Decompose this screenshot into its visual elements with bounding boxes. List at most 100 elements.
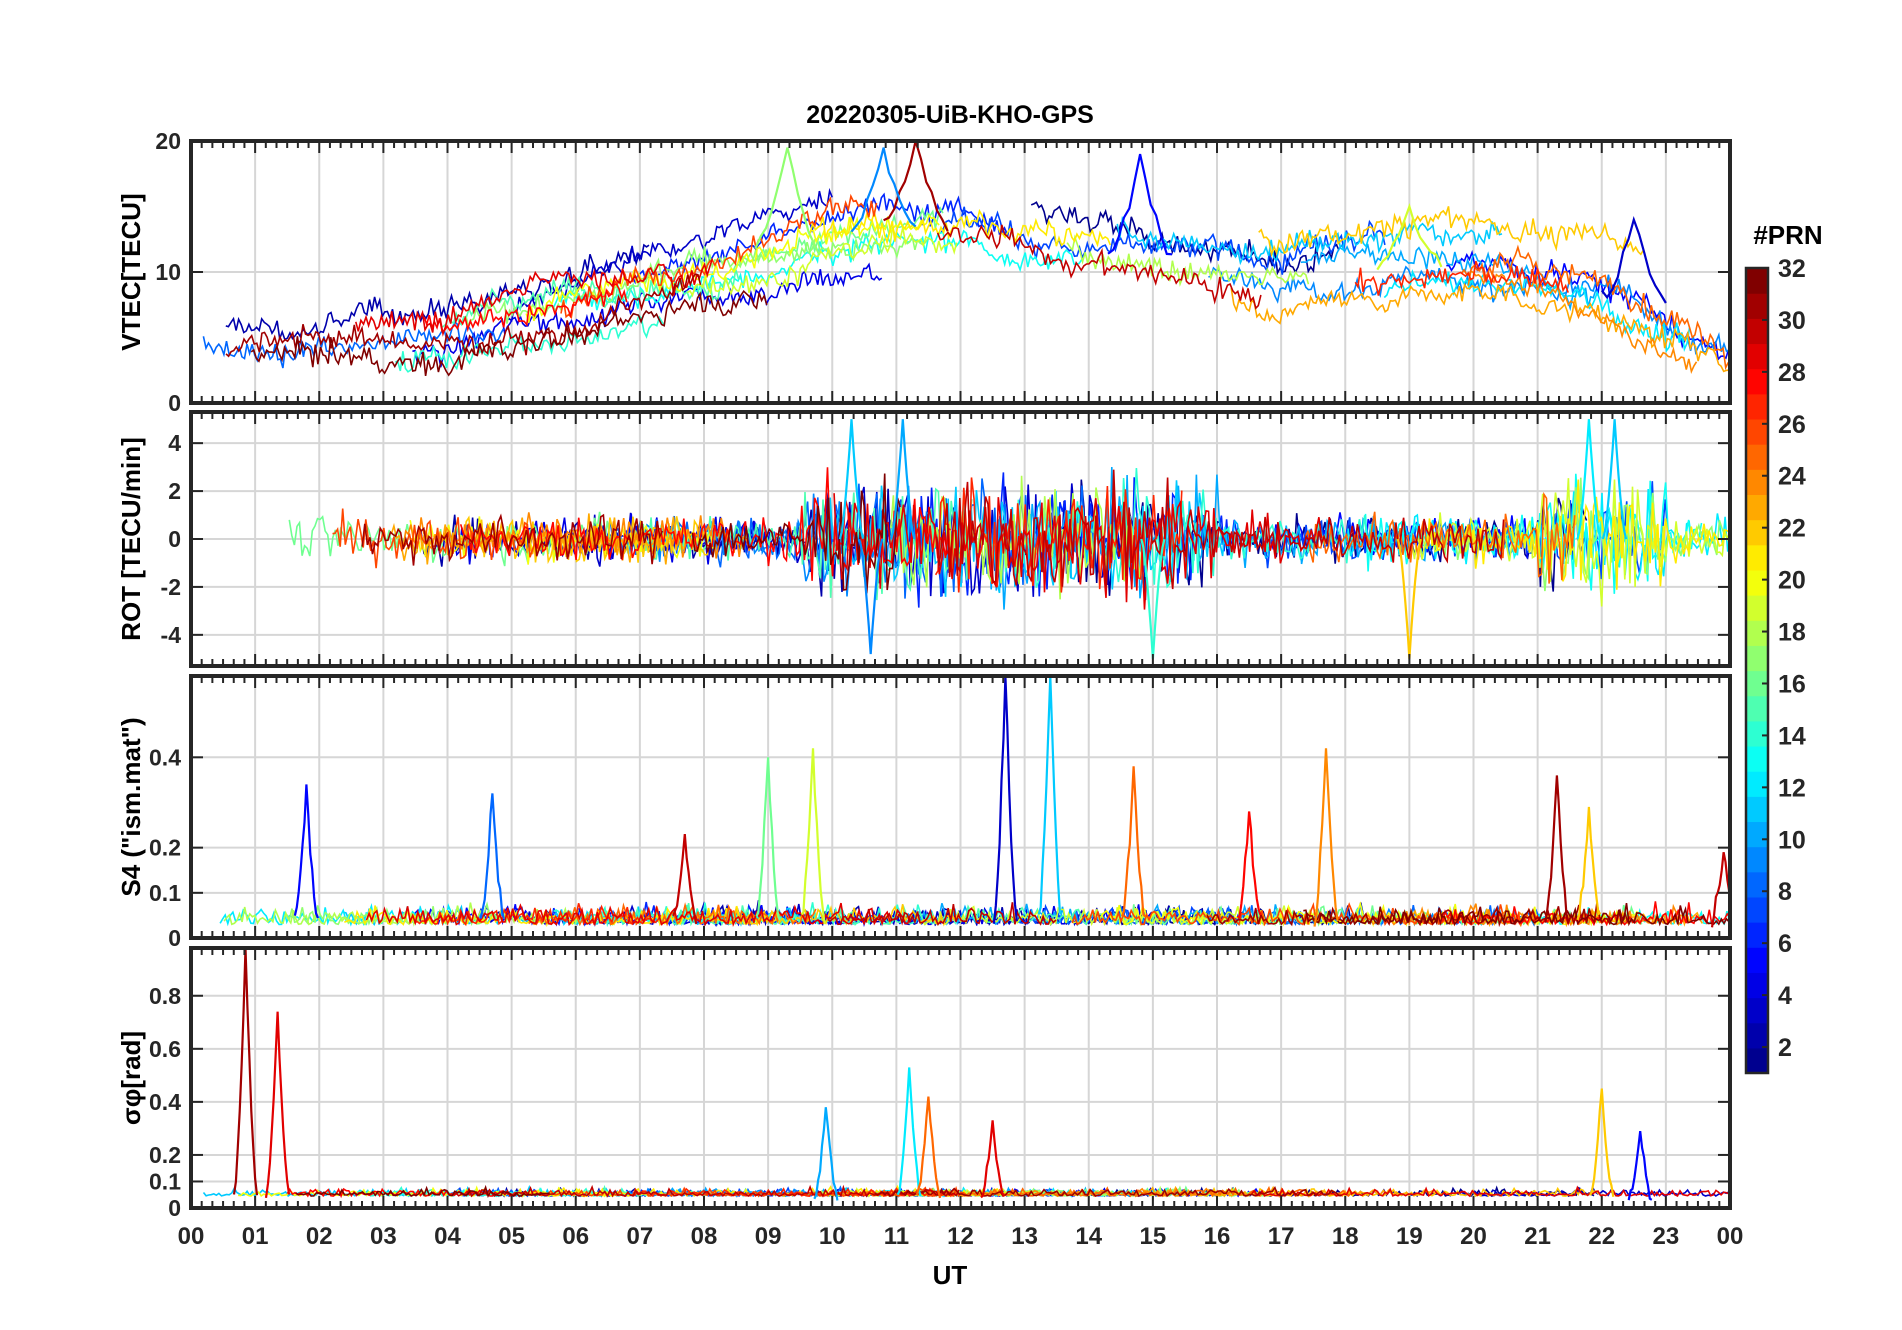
event-peak-prn-12 xyxy=(1576,419,1602,540)
event-peak-prn-5 xyxy=(293,784,320,919)
y-tick-label: -2 xyxy=(161,574,181,600)
series-line-prn-29 xyxy=(833,493,1323,610)
y-tick-label: 0.2 xyxy=(149,1142,181,1168)
colorbar-segment xyxy=(1746,695,1768,722)
event-peak-prn-19 xyxy=(1376,202,1443,271)
series-line-prn-28 xyxy=(423,283,628,333)
x-tick-label: 19 xyxy=(1396,1223,1423,1250)
series-line-prn-1 xyxy=(1030,201,1340,276)
event-peak-prn-28 xyxy=(1236,811,1262,920)
x-tick-label: 23 xyxy=(1653,1223,1680,1250)
event-peak-prn-9 xyxy=(858,538,884,655)
colorbar-title: #PRN xyxy=(1753,220,1822,250)
colorbar-segment xyxy=(1746,997,1768,1024)
x-tick-label: 22 xyxy=(1588,1223,1615,1250)
colorbar-frame xyxy=(1744,266,1770,1075)
series-traces xyxy=(288,419,1730,659)
x-tick-label: 17 xyxy=(1268,1223,1295,1250)
event-peak-prn-24 xyxy=(1313,748,1339,927)
event-peak-prn-3 xyxy=(992,676,1018,924)
colorbar-tick-label: 4 xyxy=(1778,982,1792,1010)
series-line-prn-30 xyxy=(827,902,1057,926)
series-line-prn-18 xyxy=(1066,234,1310,287)
event-peak-prn-8 xyxy=(479,793,505,919)
y-axis-label-s4: S4 ("ism.mat") xyxy=(116,717,146,896)
event-peak-prn-29 xyxy=(980,1120,1006,1199)
y-axis-label-rot: ROT [TECU/min] xyxy=(116,437,146,641)
event-peak-prn-22 xyxy=(1576,806,1602,921)
colorbar-tick-label: 28 xyxy=(1778,359,1806,387)
x-tick-label: 10 xyxy=(819,1223,846,1250)
event-peak-prn-10 xyxy=(813,1107,839,1201)
series-line-prn-31 xyxy=(361,513,664,566)
colorbar-segment xyxy=(1746,922,1768,948)
colorbar-tick-label: 14 xyxy=(1778,722,1806,750)
series-line-prn-22 xyxy=(1192,1186,1600,1199)
colorbar-segment xyxy=(1746,368,1768,395)
series-line-prn-22 xyxy=(696,904,963,927)
x-tick-label: 15 xyxy=(1140,1223,1167,1250)
colorbar-segment xyxy=(1746,670,1768,697)
y-tick-label: 0 xyxy=(168,1195,181,1221)
y-tick-label: 2 xyxy=(168,478,181,504)
event-peak-prn-11 xyxy=(1037,676,1063,915)
x-tick-label: 13 xyxy=(1011,1223,1038,1250)
colorbar-tick-label: 8 xyxy=(1778,878,1792,906)
series-line-prn-24 xyxy=(1467,270,1698,375)
y-tick-label: 0 xyxy=(168,390,181,416)
series-line-prn-13 xyxy=(552,229,1083,311)
colorbar-segment xyxy=(1746,645,1768,672)
y-tick-label: 0.4 xyxy=(149,744,181,770)
series-line-prn-14 xyxy=(394,314,666,373)
x-tick-label: 16 xyxy=(1204,1223,1231,1250)
series-line-prn-19 xyxy=(686,226,958,298)
colorbar-tick-label: 32 xyxy=(1778,255,1806,283)
colorbar-segment xyxy=(1746,343,1768,370)
x-tick-label: 11 xyxy=(884,1223,909,1250)
colorbar-segment xyxy=(1746,620,1768,646)
event-peak-prn-12 xyxy=(896,1067,922,1197)
x-tick-label: 12 xyxy=(947,1223,974,1250)
event-peak-prn-22 xyxy=(1589,1088,1615,1197)
y-tick-label: 0.6 xyxy=(149,1036,181,1062)
colorbar-segment xyxy=(1746,469,1768,496)
event-peak-prn-5 xyxy=(1627,1130,1653,1201)
y-tick-label: -4 xyxy=(161,622,182,648)
colorbar-tick-label: 30 xyxy=(1778,307,1806,335)
event-peak-prn-19 xyxy=(800,748,826,925)
figure-title: 20220305-UiB-KHO-GPS xyxy=(806,101,1094,129)
event-peak-prn-30 xyxy=(1710,851,1730,928)
event-peak-prn-11 xyxy=(1601,419,1628,540)
colorbar-tick-label: 6 xyxy=(1778,930,1792,958)
series-line-prn-22 xyxy=(1258,206,1645,258)
series-line-prn-30 xyxy=(936,224,1262,310)
x-tick-label: 18 xyxy=(1332,1223,1359,1250)
series-line-prn-31 xyxy=(225,273,702,358)
colorbar-segment xyxy=(1746,871,1768,898)
colorbar-tick-label: 12 xyxy=(1778,774,1806,802)
series-line-prn-21 xyxy=(809,208,1112,248)
x-tick-label: 00 xyxy=(1717,1223,1744,1250)
colorbar-segment xyxy=(1746,418,1768,445)
series-line-prn-5 xyxy=(1446,249,1730,362)
colorbar-segment xyxy=(1746,519,1768,546)
x-tick-label: 00 xyxy=(178,1223,205,1250)
panel-sigma_phi: 00.10.2 0.4 0.6 0.8σφ[rad] xyxy=(116,946,1732,1221)
series-line-prn-32 xyxy=(250,289,768,377)
series-line-prn-21 xyxy=(1426,479,1730,590)
series-line-prn-32 xyxy=(295,1184,550,1198)
panel-s4: 0 0.1 0.2 0.4S4 ("ism.mat") xyxy=(116,674,1732,951)
colorbar-segment xyxy=(1746,796,1768,823)
colorbar-segment xyxy=(1746,544,1768,571)
panel-vtec: 0 10 20 VTEC[TECU] xyxy=(116,128,1732,416)
series-line-prn-31 xyxy=(1206,902,1629,928)
colorbar-segment xyxy=(1746,947,1768,973)
series-line-prn-18 xyxy=(890,475,1143,600)
x-tick-label: 09 xyxy=(755,1223,782,1250)
x-tick-labels: 00 01 02 03 04 05 06 07 08 09 10 11 12 13 14 15 16 17 18 19… xyxy=(178,1223,1744,1250)
y-tick-label: 10 xyxy=(155,259,181,285)
series-traces xyxy=(202,141,1730,377)
colorbar-segment xyxy=(1746,720,1768,747)
